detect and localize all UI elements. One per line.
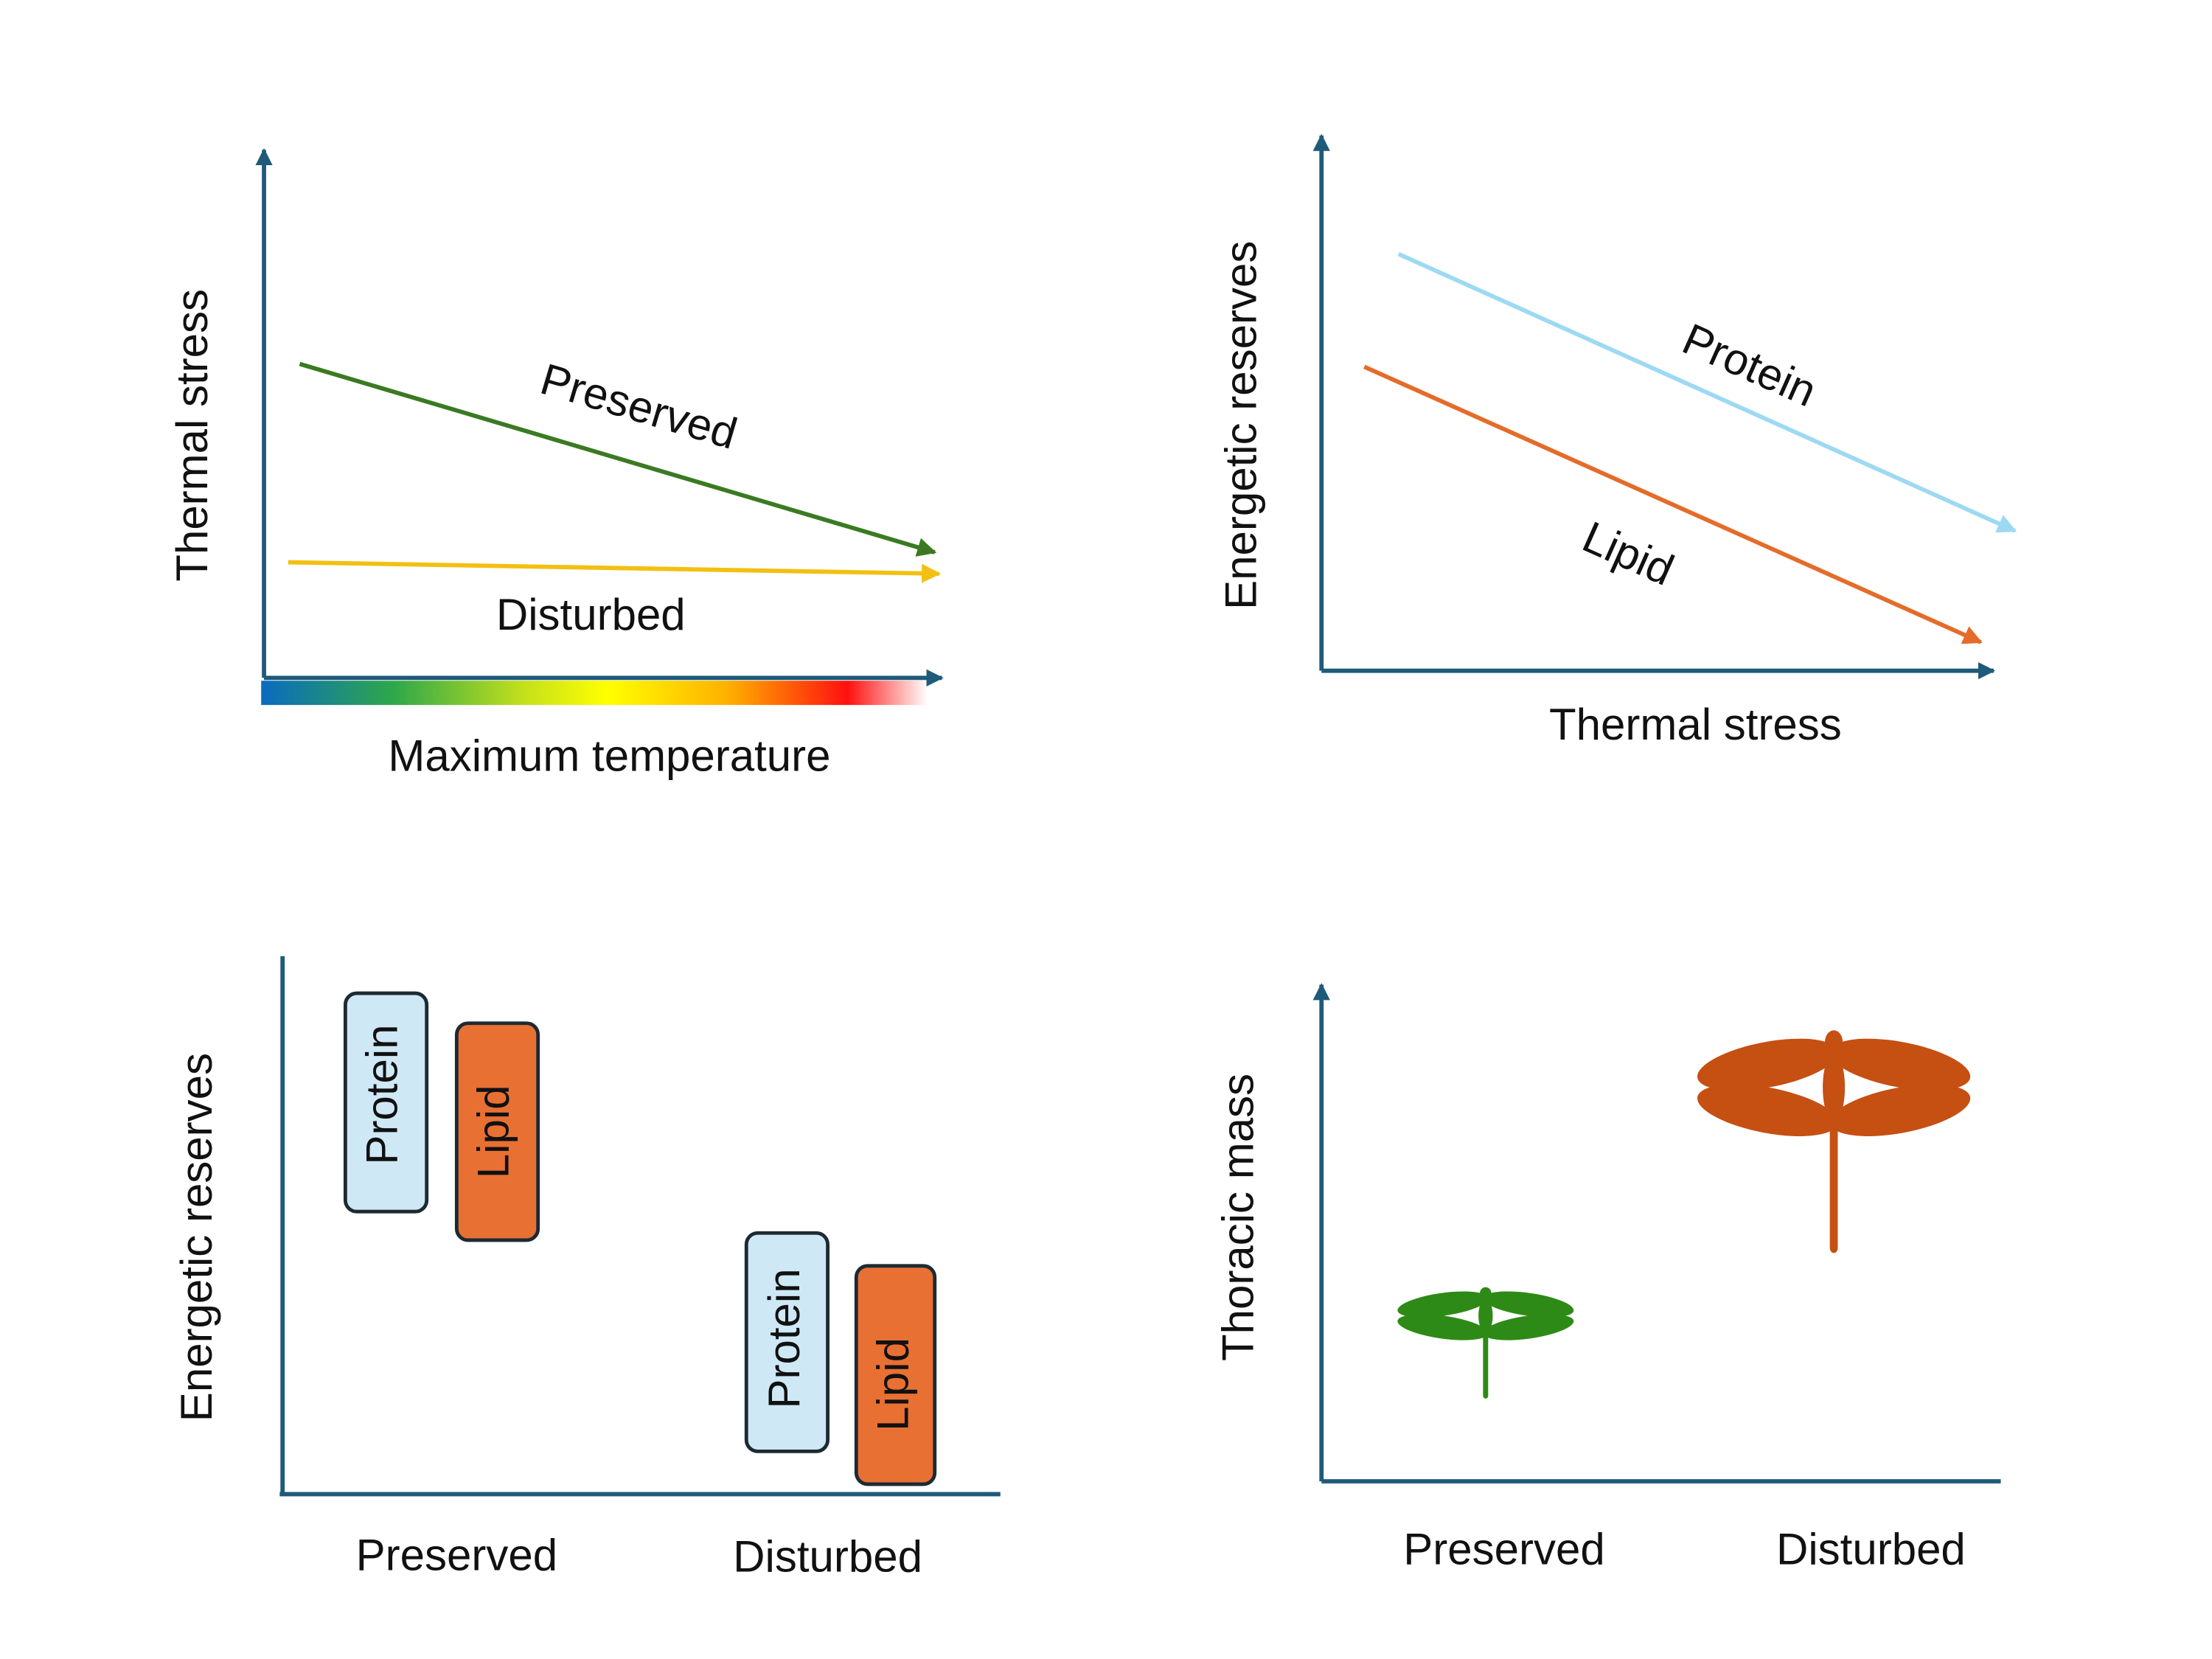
panel-thoracic-mass: Preserved Disturbed Thoracic mass <box>1214 983 2001 1574</box>
trend-line <box>1397 251 2017 533</box>
category-label: Disturbed <box>1776 1525 1966 1574</box>
box-label: Lipid <box>868 1338 917 1431</box>
y-label: Energetic reserves <box>172 1053 221 1422</box>
category-label: Disturbed <box>733 1531 922 1581</box>
panel-reserves-trend: Protein Lipid Thermal stress Energetic r… <box>1217 133 2017 749</box>
panel-reserves-habitat: Protein Lipid Protein Lipid Preserved Di… <box>172 956 1001 1581</box>
trend-line <box>1363 364 1983 644</box>
category-label: Preserved <box>356 1530 557 1579</box>
lipid-box <box>854 1264 937 1486</box>
line-label: Disturbed <box>496 590 686 639</box>
y-label: Thermal stress <box>167 289 217 582</box>
lipid-box <box>454 1021 540 1242</box>
trend-line <box>299 361 937 557</box>
category-label: Preserved <box>1403 1525 1604 1574</box>
dragonfly-icon <box>1396 1287 1576 1399</box>
protein-box <box>343 991 429 1214</box>
panel-thermal-stress: Preserved Disturbed Maximum temperature … <box>167 147 944 781</box>
box-label: Protein <box>759 1268 809 1408</box>
line-label: Lipid <box>1576 512 1681 595</box>
box-label: Lipid <box>468 1085 518 1178</box>
trend-line <box>288 560 942 583</box>
temperature-gradient <box>261 681 928 706</box>
protein-box <box>744 1231 830 1453</box>
box-label: Protein <box>357 1024 406 1164</box>
y-label: Energetic reserves <box>1217 241 1266 610</box>
x-label: Maximum temperature <box>388 731 830 781</box>
dragonfly-icon <box>1694 1029 1973 1253</box>
x-label: Thermal stress <box>1549 700 1842 749</box>
line-label: Protein <box>1675 314 1823 417</box>
y-label: Thoracic mass <box>1214 1074 1263 1361</box>
